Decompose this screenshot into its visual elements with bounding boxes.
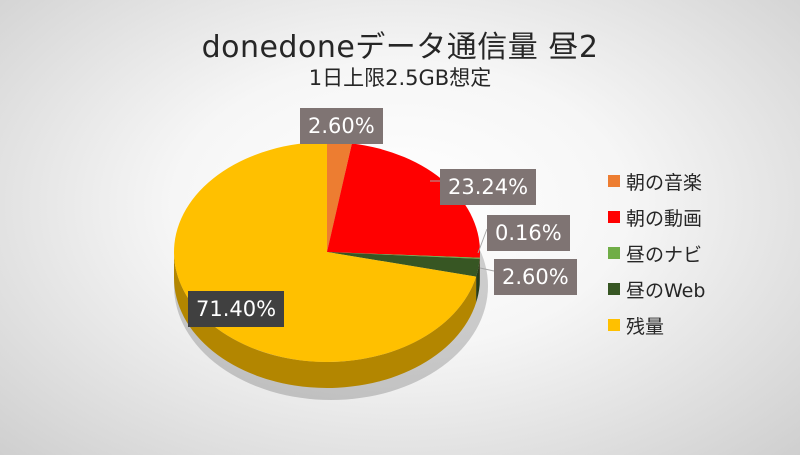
legend-label-0: 朝の音楽 [626, 171, 703, 194]
legend-entry-4: 残量 [608, 307, 705, 343]
data-label-1: 23.24% [440, 169, 537, 205]
legend-label-2: 昼のナビ [626, 243, 703, 266]
legend-swatch-1 [608, 211, 620, 223]
legend-entry-3: 昼のWeb [608, 271, 705, 307]
legend-swatch-0 [608, 175, 620, 187]
legend-label-4: 残量 [626, 315, 665, 338]
pie-slice-1 [327, 143, 480, 258]
pie-slice-3 [327, 252, 480, 277]
leader-line-3 [479, 267, 495, 272]
legend-entry-0: 朝の音楽 [608, 163, 705, 199]
legend: 朝の音楽朝の動画昼のナビ昼のWeb 残量 [608, 163, 705, 343]
legend-swatch-3 [608, 283, 620, 295]
pie-slice-0 [327, 142, 352, 252]
legend-swatch-2 [608, 247, 620, 259]
legend-swatch-4 [608, 319, 620, 331]
data-label-3: 2.60% [494, 259, 577, 295]
data-label-2: 0.16% [487, 215, 570, 251]
legend-entry-1: 朝の動画 [608, 199, 705, 235]
data-label-0: 2.60% [300, 108, 383, 144]
legend-entry-2: 昼のナビ [608, 235, 705, 271]
pie-side-3 [476, 258, 480, 303]
pie-slice-2 [327, 252, 480, 259]
legend-label-3: 昼のWeb [626, 279, 706, 302]
chart-subtitle: 1日上限2.5GB想定 [308, 66, 492, 90]
data-label-4: 71.40% [188, 291, 285, 327]
pie-side-4 [174, 252, 477, 388]
chart-title: donedoneデータ通信量 昼2 [201, 30, 599, 65]
leader-line-2 [477, 228, 488, 254]
legend-label-1: 朝の動画 [626, 207, 703, 230]
